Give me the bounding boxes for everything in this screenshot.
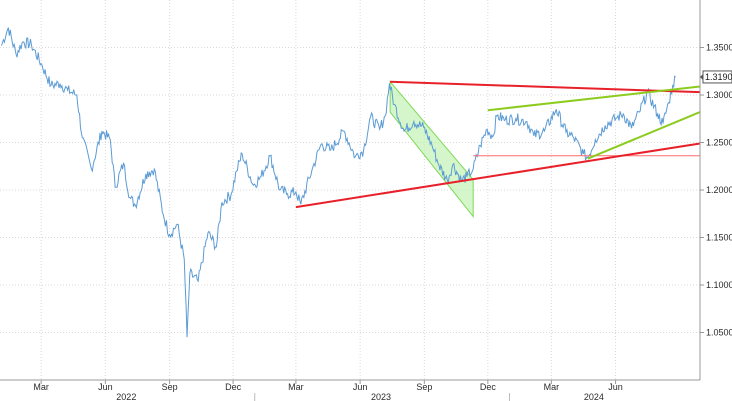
y-tick-label: 1.2500 (706, 138, 732, 148)
x-tick-label: Dec (225, 382, 242, 392)
x-tick-label: Jun (98, 382, 113, 392)
green-trendline (487, 85, 701, 112)
red-trendline (295, 142, 701, 209)
x-tick-label: Sep (162, 382, 178, 392)
year-label: 2024 (584, 392, 604, 401)
y-tick-label: 1.2000 (706, 185, 732, 195)
last-value-marker: 1.3190 (700, 70, 732, 84)
x-tick-label: Jun (608, 382, 623, 392)
y-tick-label: 1.0500 (706, 328, 732, 338)
series-line (0, 27, 676, 338)
price-series (0, 27, 676, 338)
red-trendline (390, 80, 701, 94)
year-label: 2022 (116, 392, 136, 401)
x-tick-label: Mar (544, 382, 560, 392)
last-value-pointer (700, 73, 703, 80)
year-label: 2023 (371, 392, 391, 401)
last-value-label: 1.3190 (705, 72, 732, 82)
gridlines (0, 0, 700, 380)
y-axis-ticks: 1.3500 1.3000 1.2500 1.2000 1.1500 1.1000 1.05… (700, 43, 732, 338)
y-tick-label: 1.3500 (706, 43, 732, 53)
x-tick-label: Jun (353, 382, 368, 392)
green-trendline (587, 111, 701, 160)
x-tick-label: Mar (33, 382, 49, 392)
y-tick-label: 1.1000 (706, 280, 732, 290)
x-tick-label: Dec (480, 382, 497, 392)
trend-channel (389, 80, 474, 219)
x-tick-label: Sep (416, 382, 432, 392)
channel-fill (389, 80, 474, 219)
x-tick-label: Mar (288, 382, 304, 392)
trendlines (295, 80, 701, 209)
y-tick-label: 1.3000 (706, 90, 732, 100)
y-tick-label: 1.1500 (706, 233, 732, 243)
